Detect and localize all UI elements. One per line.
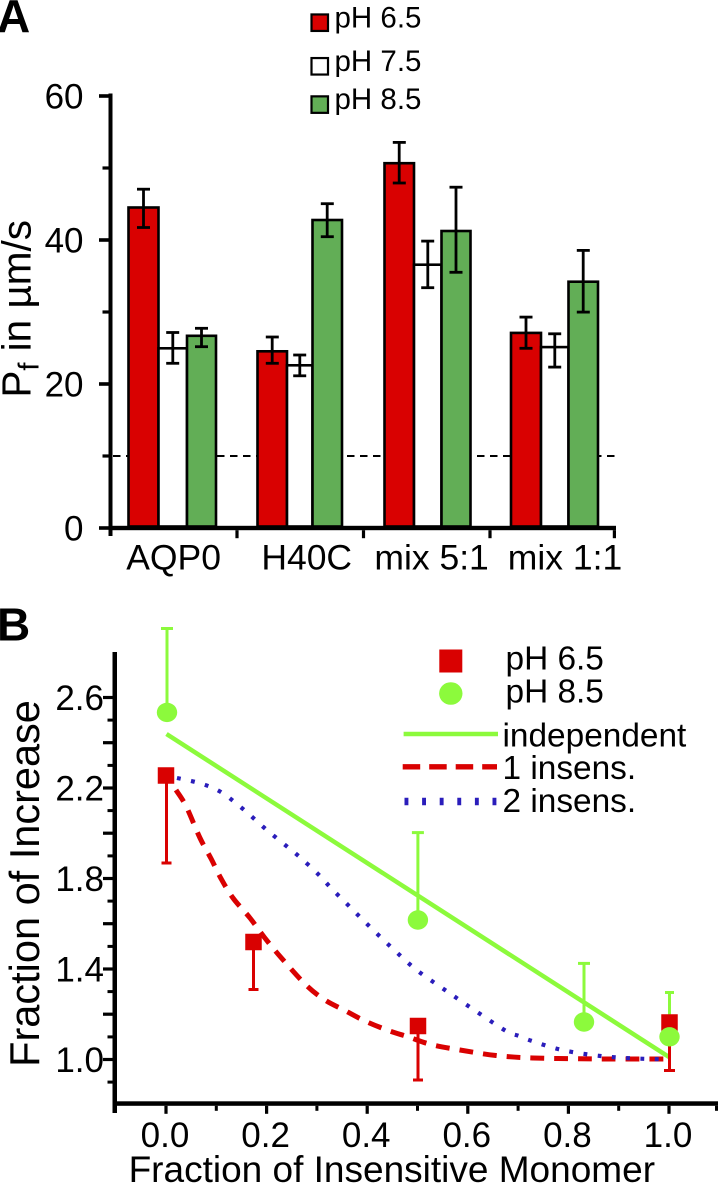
svg-text:pH 7.5: pH 7.5 <box>335 45 422 78</box>
svg-text:1.4: 1.4 <box>55 950 104 989</box>
svg-text:40: 40 <box>45 221 84 260</box>
svg-text:pH 6.5: pH 6.5 <box>506 641 604 678</box>
svg-text:0: 0 <box>64 509 83 548</box>
svg-text:1.8: 1.8 <box>55 860 104 899</box>
svg-text:mix 1:1: mix 1:1 <box>508 538 622 578</box>
svg-text:B: B <box>0 599 30 651</box>
svg-text:2.2: 2.2 <box>55 769 104 808</box>
svg-text:0.2: 0.2 <box>241 1116 290 1155</box>
svg-text:1 insens.: 1 insens. <box>503 750 637 787</box>
svg-text:pH 8.5: pH 8.5 <box>335 83 422 116</box>
svg-text:Pf in µm/s: Pf in µm/s <box>0 220 46 398</box>
svg-text:2 insens.: 2 insens. <box>503 783 637 820</box>
svg-text:0.0: 0.0 <box>141 1116 190 1155</box>
svg-text:mix 5:1: mix 5:1 <box>374 538 488 578</box>
svg-text:independent: independent <box>503 717 688 754</box>
svg-text:AQP0: AQP0 <box>126 538 221 578</box>
svg-text:60: 60 <box>45 77 84 116</box>
svg-text:0.6: 0.6 <box>442 1116 491 1155</box>
svg-text:1.0: 1.0 <box>55 1041 104 1080</box>
svg-text:pH 6.5: pH 6.5 <box>335 1 422 34</box>
svg-text:pH 8.5: pH 8.5 <box>506 673 604 710</box>
svg-text:0.4: 0.4 <box>342 1116 391 1155</box>
svg-text:A: A <box>0 0 30 42</box>
svg-text:Fraction of Increase: Fraction of Increase <box>1 700 48 1067</box>
svg-text:1.0: 1.0 <box>644 1116 693 1155</box>
svg-text:0.8: 0.8 <box>543 1116 592 1155</box>
svg-text:Fraction of Insensitive Monome: Fraction of Insensitive Monomer <box>129 1149 655 1185</box>
svg-text:2.6: 2.6 <box>55 679 104 718</box>
svg-text:H40C: H40C <box>261 538 352 578</box>
svg-text:20: 20 <box>45 365 84 404</box>
